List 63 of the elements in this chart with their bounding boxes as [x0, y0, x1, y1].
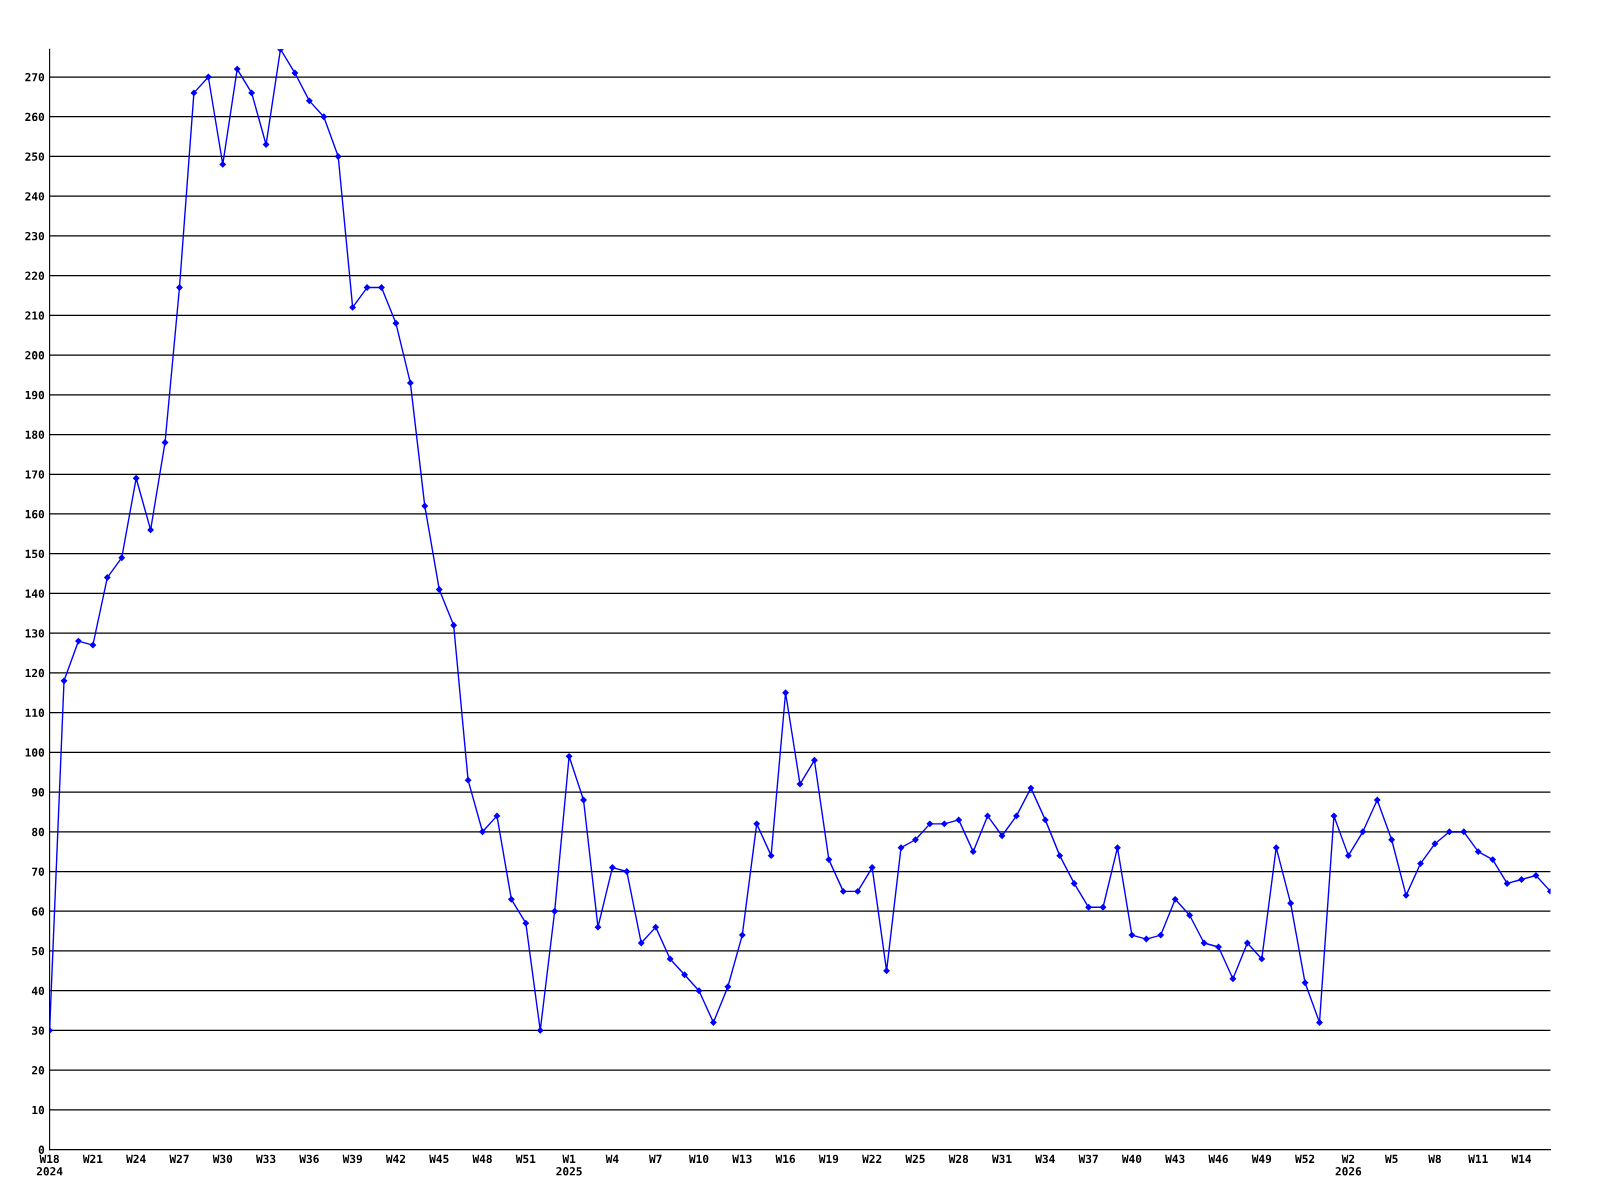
- x-tick-label: W45: [429, 1154, 449, 1164]
- x-tick-label: W42: [385, 1154, 406, 1163]
- x-tick-label: W27: [169, 1154, 189, 1163]
- x-tick-label: W49: [1251, 1154, 1272, 1164]
- x-tick-label: W14: [1511, 1154, 1532, 1163]
- x-tick-label: W39: [342, 1154, 362, 1164]
- y-tick-label: 160: [25, 509, 45, 519]
- x-tick-label: W2 2026: [1335, 1154, 1362, 1176]
- y-tick-label: 80: [32, 827, 45, 837]
- y-tick-label: 60: [32, 907, 45, 916]
- y-tick-label: 210: [25, 311, 45, 320]
- x-tick-label: W7: [649, 1154, 662, 1163]
- y-tick-label: 30: [32, 1026, 45, 1035]
- x-tick-label: W36: [299, 1154, 319, 1164]
- y-tick-label: 110: [25, 708, 45, 717]
- y-tick-label: 20: [31, 1066, 45, 1075]
- y-tick-label: 100: [25, 748, 45, 757]
- x-tick-label: W24: [126, 1154, 146, 1163]
- x-tick-label: W4: [605, 1154, 619, 1163]
- x-tick-label: W31: [992, 1154, 1012, 1164]
- y-tick-label: 10: [32, 1105, 45, 1115]
- y-tick-label: 150: [25, 549, 45, 559]
- x-tick-label: W43: [1165, 1154, 1185, 1164]
- y-tick-label: 120: [25, 668, 45, 678]
- x-tick-label: W8: [1428, 1154, 1441, 1164]
- x-tick-label: W28: [948, 1154, 969, 1164]
- x-tick-label: W22: [862, 1154, 882, 1163]
- x-tick-label: W18 2024: [36, 1154, 63, 1176]
- y-tick-label: 140: [25, 589, 45, 598]
- y-tick-label: 170: [25, 470, 45, 479]
- x-tick-label: W33: [256, 1154, 276, 1164]
- x-tick-label: W37: [1078, 1154, 1098, 1164]
- y-tick-label: 70: [32, 867, 45, 876]
- y-tick-label: 240: [25, 192, 45, 201]
- y-tick-label: 250: [25, 152, 45, 161]
- x-tick-label: W52: [1295, 1154, 1315, 1164]
- y-tick-label: 190: [25, 390, 45, 400]
- y-tick-label: 130: [25, 629, 45, 638]
- x-tick-label: W40: [1121, 1154, 1142, 1164]
- x-tick-label: W21: [82, 1154, 103, 1163]
- x-tick-label: W51: [515, 1154, 536, 1164]
- y-tick-label: 180: [25, 430, 45, 439]
- x-tick-label: W25: [905, 1154, 925, 1164]
- x-tick-label: W1 2025: [556, 1154, 582, 1176]
- x-tick-label: W11: [1468, 1154, 1488, 1163]
- y-tick-label: 0: [38, 1145, 45, 1154]
- y-tick-label: 40: [31, 986, 45, 996]
- x-tick-label: W48: [472, 1154, 492, 1164]
- x-tick-label: W13: [732, 1154, 752, 1164]
- y-tick-label: 200: [25, 351, 45, 360]
- x-tick-label: W19: [818, 1154, 839, 1164]
- y-tick-label: 50: [32, 946, 45, 956]
- x-tick-label: W46: [1208, 1154, 1228, 1164]
- y-tick-label: 90: [31, 788, 45, 797]
- y-tick-label: 270: [25, 72, 45, 82]
- x-tick-label: W5: [1384, 1154, 1398, 1164]
- x-tick-label: W10: [688, 1154, 709, 1164]
- y-tick-label: 230: [25, 231, 45, 241]
- y-tick-label: 260: [25, 112, 45, 122]
- x-tick-label: W16: [775, 1154, 795, 1164]
- x-tick-label: W34: [1035, 1154, 1055, 1164]
- x-tick-label: W30: [212, 1154, 233, 1164]
- y-tick-label: 220: [25, 271, 45, 281]
